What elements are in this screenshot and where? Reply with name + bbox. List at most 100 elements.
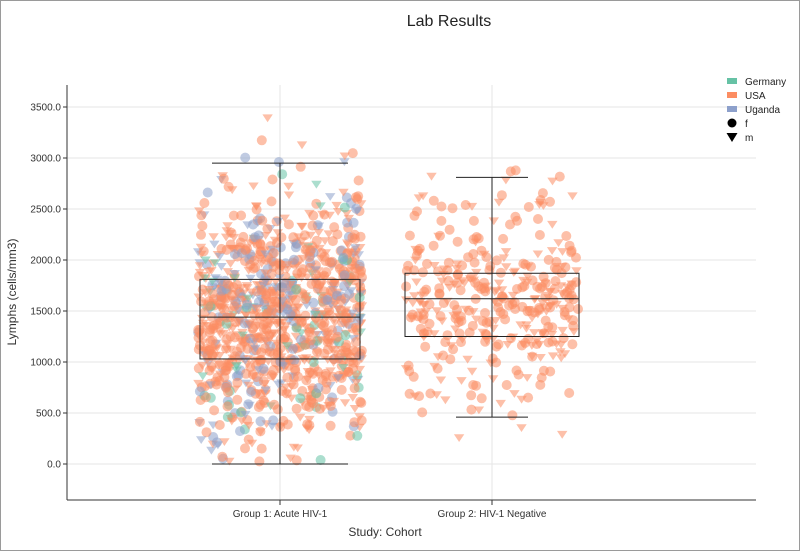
data-point-f (481, 317, 492, 328)
data-point-m (280, 383, 291, 392)
data-point-f (491, 341, 502, 352)
data-point-m (344, 267, 356, 276)
data-point-m (541, 307, 552, 316)
data-point-m (431, 307, 443, 316)
data-point-m (466, 367, 478, 376)
data-point-m (290, 332, 302, 341)
data-point-m (253, 389, 264, 398)
data-point-f (216, 243, 227, 254)
data-point-m (543, 294, 554, 302)
data-point-m (296, 141, 308, 150)
legend-triangle-icon (726, 133, 738, 142)
data-point-m (531, 337, 542, 345)
data-point-m (490, 317, 501, 325)
data-point-m (509, 390, 520, 398)
data-point-m (507, 333, 519, 342)
data-point-m (247, 330, 258, 338)
data-point-m (556, 354, 567, 363)
data-point-m (328, 397, 339, 406)
data-point-m (440, 396, 451, 405)
data-point-f (535, 379, 546, 390)
data-point-f (476, 283, 487, 294)
data-point-f (444, 224, 455, 235)
data-point-f (403, 360, 414, 371)
data-point-m (252, 304, 263, 313)
data-point-m (270, 278, 281, 286)
data-point-m (451, 260, 463, 269)
data-point-f (534, 230, 545, 240)
data-point-m (546, 331, 558, 339)
data-point-f (417, 407, 428, 418)
data-point-f (404, 230, 415, 241)
data-point-f (422, 258, 432, 269)
data-point-m (537, 330, 548, 339)
data-point-m (477, 328, 488, 337)
data-point-f (193, 332, 204, 343)
data-point-m (212, 344, 223, 353)
data-point-m (547, 177, 558, 186)
data-point-m (555, 341, 567, 349)
data-point-m (526, 342, 538, 350)
y-tick-label: 0.0 (47, 460, 61, 471)
data-point-m (342, 241, 354, 250)
data-point-f (290, 363, 300, 374)
data-point-m (349, 405, 361, 413)
data-point-f (290, 242, 301, 253)
data-point-m (501, 263, 512, 272)
data-point-f (513, 369, 524, 380)
data-point-f (468, 249, 479, 259)
y-axis-ticks: 0.0 500.0 1000.0 1500.0 2000.0 2500.0 3000.0 35… (30, 103, 67, 471)
data-point-m (407, 299, 418, 308)
data-point-f (355, 396, 366, 407)
data-point-m (409, 292, 420, 300)
data-point-f (217, 451, 228, 462)
data-point-f (538, 271, 549, 282)
data-point-f (258, 363, 269, 374)
data-point-f (485, 261, 496, 272)
data-point-m (545, 302, 556, 310)
data-point-m (248, 182, 259, 191)
data-point-f (211, 379, 222, 390)
data-point-m (243, 381, 255, 390)
data-point-m (437, 317, 448, 326)
data-point-f (281, 388, 292, 399)
data-point-f (291, 284, 301, 295)
data-point-f (291, 403, 302, 414)
data-point-f (512, 215, 523, 226)
data-point-f (243, 434, 254, 445)
data-point-f (292, 371, 303, 382)
data-point-f (262, 318, 273, 328)
data-point-f (340, 330, 351, 341)
data-point-f (202, 187, 213, 198)
data-point-f (491, 255, 502, 266)
data-point-f (436, 201, 447, 212)
data-point-f (498, 233, 509, 244)
data-point-m (241, 311, 252, 320)
data-point-m (260, 386, 271, 395)
data-point-m (419, 329, 430, 338)
data-point-f (348, 357, 359, 368)
data-point-f (220, 365, 231, 376)
data-point-m (557, 248, 568, 256)
data-point-f (236, 210, 247, 221)
data-point-f (495, 267, 506, 278)
data-point-m (231, 362, 242, 370)
data-point-f (448, 344, 459, 355)
y-tick-label: 3000.0 (30, 154, 61, 165)
data-point-f (279, 333, 290, 344)
data-point-f (517, 282, 528, 293)
data-point-f (212, 372, 223, 383)
data-point-f (481, 252, 492, 263)
x-tick-label: Group 1: Acute HIV-1 (233, 509, 328, 520)
data-point-f (306, 279, 317, 289)
data-point-f (235, 426, 245, 437)
x-axis-title: Study: Cohort (348, 525, 422, 539)
data-point-m (271, 339, 282, 348)
data-point-f (549, 283, 560, 294)
data-point-f (471, 380, 482, 391)
data-point-f (561, 231, 572, 241)
data-point-m (322, 333, 333, 342)
data-point-m (442, 297, 453, 306)
data-point-f (319, 251, 330, 262)
y-tick-label: 2000.0 (30, 256, 61, 267)
